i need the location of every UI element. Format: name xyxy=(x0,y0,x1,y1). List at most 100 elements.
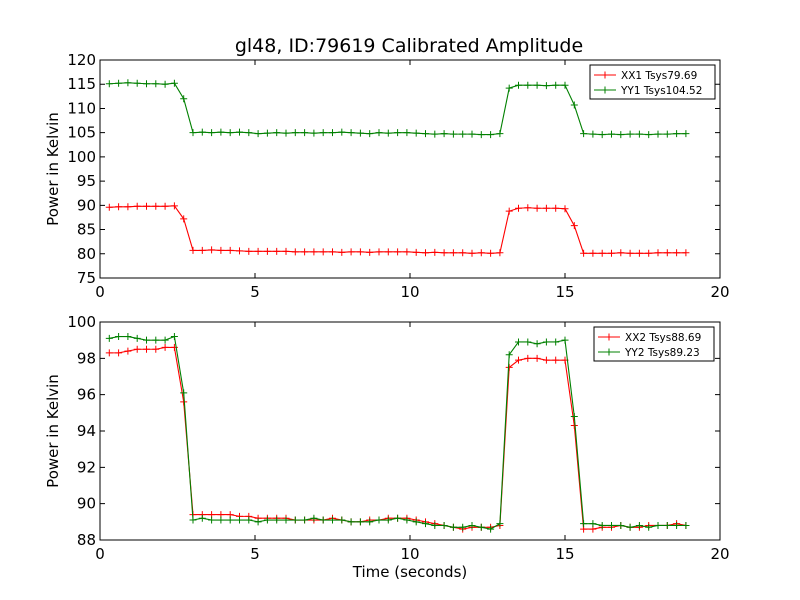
data-point xyxy=(254,130,262,138)
data-point xyxy=(570,222,578,230)
data-point xyxy=(598,521,606,529)
data-point xyxy=(552,81,560,89)
data-point xyxy=(105,349,113,357)
data-point xyxy=(161,336,169,344)
data-point xyxy=(124,333,132,341)
data-point xyxy=(431,248,439,256)
x-tick-label: 15 xyxy=(555,283,574,301)
data-point xyxy=(329,129,336,137)
data-point xyxy=(105,80,113,88)
data-point xyxy=(282,516,290,524)
data-point xyxy=(552,204,560,212)
series-line-2-1 xyxy=(109,346,687,530)
data-point xyxy=(115,333,123,341)
data-point xyxy=(180,389,188,397)
data-point xyxy=(161,343,169,351)
data-point xyxy=(263,247,271,255)
data-point xyxy=(208,129,216,137)
data-point xyxy=(496,249,504,257)
data-point xyxy=(626,130,634,138)
data-point xyxy=(654,130,662,138)
data-point xyxy=(273,247,281,255)
x-tick-label: 0 xyxy=(95,283,105,301)
data-point xyxy=(449,130,457,138)
data-point xyxy=(301,129,309,137)
data-point xyxy=(170,79,178,87)
y-tick-label: 100 xyxy=(67,148,96,166)
data-point xyxy=(124,79,132,87)
data-point xyxy=(617,249,625,257)
data-point xyxy=(524,338,532,346)
data-point xyxy=(673,521,681,529)
data-point xyxy=(282,129,290,137)
data-point xyxy=(282,247,290,255)
data-point xyxy=(533,354,541,362)
data-point xyxy=(459,249,467,257)
data-point xyxy=(422,520,429,528)
y-tick-label: 75 xyxy=(77,269,96,287)
data-point xyxy=(226,129,234,137)
data-point xyxy=(375,129,383,137)
data-point xyxy=(384,516,392,524)
data-point xyxy=(570,101,578,109)
y-tick-label: 92 xyxy=(77,458,96,476)
data-point xyxy=(291,129,299,137)
data-point xyxy=(124,203,132,211)
data-point xyxy=(310,129,318,137)
data-point xyxy=(180,95,188,103)
data-point xyxy=(236,247,243,255)
y-tick-label: 85 xyxy=(77,221,96,239)
data-point xyxy=(347,129,355,137)
data-point xyxy=(356,129,364,137)
data-point xyxy=(422,130,429,138)
data-point xyxy=(375,516,383,524)
data-point xyxy=(412,129,420,137)
data-point xyxy=(115,349,123,357)
data-point xyxy=(608,249,615,257)
data-point xyxy=(487,249,495,257)
data-point xyxy=(533,340,541,348)
data-point xyxy=(161,80,169,88)
x-tick-label: 5 xyxy=(250,545,260,563)
data-point xyxy=(682,249,690,257)
y-tick-label: 100 xyxy=(67,313,96,331)
data-point xyxy=(635,521,643,529)
data-point xyxy=(524,204,532,212)
data-point xyxy=(626,523,634,531)
data-point xyxy=(505,363,513,371)
data-point xyxy=(394,514,402,522)
data-point xyxy=(422,249,429,257)
data-point xyxy=(561,81,569,89)
data-point xyxy=(319,516,327,524)
data-point xyxy=(226,516,234,524)
data-point xyxy=(133,334,141,342)
data-point xyxy=(403,129,411,137)
data-point xyxy=(477,249,485,257)
data-point xyxy=(366,248,374,256)
data-point xyxy=(561,336,569,344)
data-point xyxy=(580,130,588,138)
x-tick-label: 20 xyxy=(710,545,729,563)
data-point xyxy=(403,516,411,524)
data-point xyxy=(115,79,123,87)
data-point xyxy=(524,81,532,89)
data-point xyxy=(375,248,383,256)
data-point xyxy=(347,518,355,526)
data-point xyxy=(189,129,197,137)
data-point xyxy=(245,247,253,255)
data-point xyxy=(542,82,550,90)
data-point xyxy=(673,130,681,138)
data-point xyxy=(217,128,225,136)
data-point xyxy=(152,202,160,210)
x-tick-label: 15 xyxy=(555,545,574,563)
data-point xyxy=(542,204,550,212)
data-point xyxy=(505,84,513,92)
data-point xyxy=(608,130,615,138)
data-point xyxy=(505,207,513,215)
data-point xyxy=(291,516,299,524)
data-point xyxy=(356,248,364,256)
legend-marker xyxy=(601,71,609,79)
data-point xyxy=(608,521,615,529)
data-point xyxy=(338,128,346,136)
data-point xyxy=(338,516,346,524)
